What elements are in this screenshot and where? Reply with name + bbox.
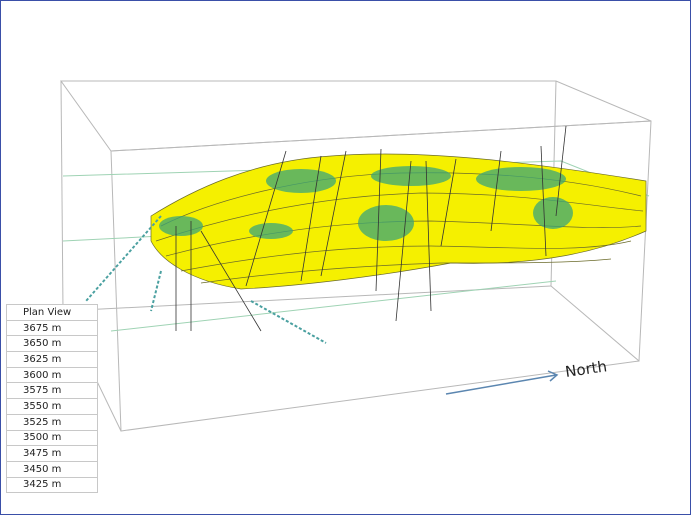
plane-line <box>110 280 557 332</box>
plan-body: Plan View 3675 m 3650 m 3625 m 3600 m 3575 m… <box>6 304 98 494</box>
drill-hole <box>300 155 322 282</box>
plan-title: Plan View <box>6 304 98 321</box>
level-row[interactable]: 3500 m <box>6 429 98 447</box>
drill-hole <box>375 148 382 292</box>
bounding-box <box>60 80 652 432</box>
level-label[interactable]: 3525 m <box>6 413 98 431</box>
level-label[interactable]: 3425 m <box>6 476 98 494</box>
drill-hole <box>490 150 502 232</box>
level-row[interactable]: 3575 m <box>6 382 98 400</box>
level-label[interactable]: 3475 m <box>6 445 98 462</box>
zone <box>533 197 573 229</box>
level-label[interactable]: 3675 m <box>6 319 98 337</box>
level-row[interactable]: 3675 m <box>6 319 98 337</box>
box-edge <box>62 285 552 312</box>
north-arrow-head <box>547 370 559 382</box>
plan-view-panel: Plan View 3675 m 3650 m 3625 m 3600 m 3575 m… <box>6 304 98 494</box>
level-label[interactable]: 3500 m <box>6 429 98 447</box>
layer-line <box>165 220 642 257</box>
zone <box>249 223 293 239</box>
teal-holes <box>85 215 327 344</box>
drill-hole <box>395 160 412 322</box>
drill-hole <box>245 150 287 287</box>
box-top <box>60 80 652 152</box>
drill-hole <box>150 270 162 312</box>
level-label[interactable]: 3650 m <box>6 335 98 353</box>
level-row[interactable]: 3425 m <box>6 476 98 494</box>
zone <box>159 216 203 236</box>
drill-hole <box>555 125 567 217</box>
layer-line <box>155 192 644 242</box>
drill-hole <box>425 160 432 312</box>
level-label[interactable]: 3450 m <box>6 460 98 478</box>
box-edge <box>60 80 64 312</box>
drill-hole <box>85 215 162 302</box>
zone <box>476 167 566 191</box>
drill-holes <box>175 125 567 332</box>
north-label: North <box>564 357 608 381</box>
level-row[interactable]: 3650 m <box>6 335 98 353</box>
plan-header-row: Plan View <box>6 304 98 321</box>
level-row[interactable]: 3600 m <box>6 366 98 384</box>
level-label[interactable]: 3600 m <box>6 366 98 384</box>
level-label[interactable]: 3550 m <box>6 398 98 415</box>
level-row[interactable]: 3525 m <box>6 413 98 431</box>
drill-hole <box>320 150 347 277</box>
zone <box>358 205 414 241</box>
layer-line <box>200 258 612 284</box>
level-row[interactable]: 3550 m <box>6 398 98 415</box>
drill-hole <box>200 230 262 332</box>
north-arrow <box>445 374 557 395</box>
level-row[interactable]: 3450 m <box>6 460 98 478</box>
zone <box>371 166 451 186</box>
drill-hole <box>440 158 457 247</box>
level-label[interactable]: 3575 m <box>6 382 98 400</box>
drill-hole <box>250 300 327 344</box>
level-row[interactable]: 3475 m <box>6 445 98 462</box>
drill-hole <box>540 145 547 257</box>
box-edge <box>550 285 640 362</box>
level-row[interactable]: 3625 m <box>6 351 98 368</box>
level-label[interactable]: 3625 m <box>6 351 98 368</box>
zone <box>266 169 336 193</box>
